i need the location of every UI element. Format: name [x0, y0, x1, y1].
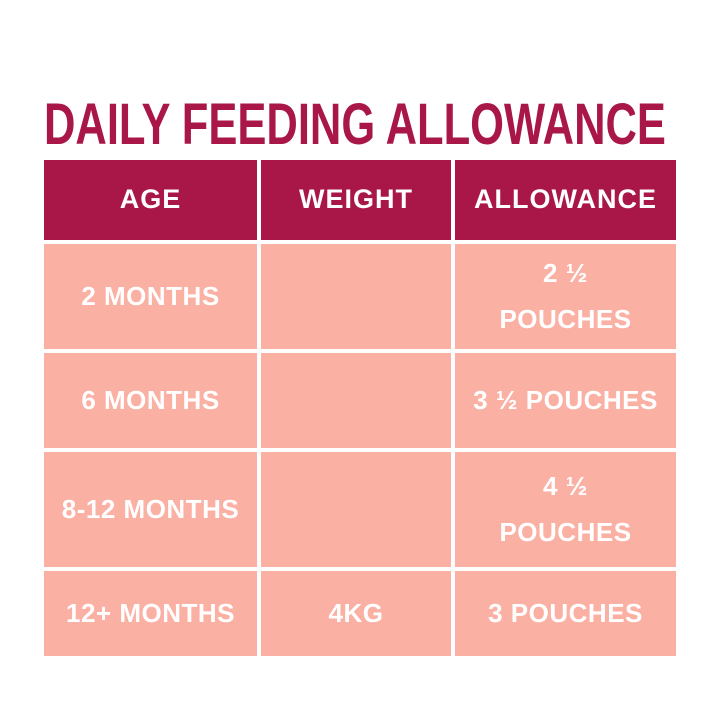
cell-row2-weight [261, 353, 451, 448]
header-cell-allowance: ALLOWANCE [455, 160, 676, 240]
page-title: DAILY FEEDING ALLOWANCE [44, 91, 666, 157]
header-cell-weight: WEIGHT [261, 160, 451, 240]
cell-row2-allowance: 3 ½ POUCHES [455, 353, 676, 448]
cell-row1-age: 2 MONTHS [44, 244, 257, 349]
header-cell-age: AGE [44, 160, 257, 240]
cell-row1-weight [261, 244, 451, 349]
cell-row4-allowance: 3 POUCHES [455, 571, 676, 656]
cell-row2-age: 6 MONTHS [44, 353, 257, 448]
cell-row3-weight [261, 452, 451, 567]
cell-row4-weight: 4KG [261, 571, 451, 656]
feeding-allowance-table: AGE WEIGHT ALLOWANCE 2 MONTHS 2 ½ POUCHE… [44, 160, 676, 656]
cell-row3-allowance: 4 ½ POUCHES [455, 452, 676, 567]
cell-row4-age: 12+ MONTHS [44, 571, 257, 656]
cell-row3-age: 8-12 MONTHS [44, 452, 257, 567]
cell-row1-allowance: 2 ½ POUCHES [455, 244, 676, 349]
